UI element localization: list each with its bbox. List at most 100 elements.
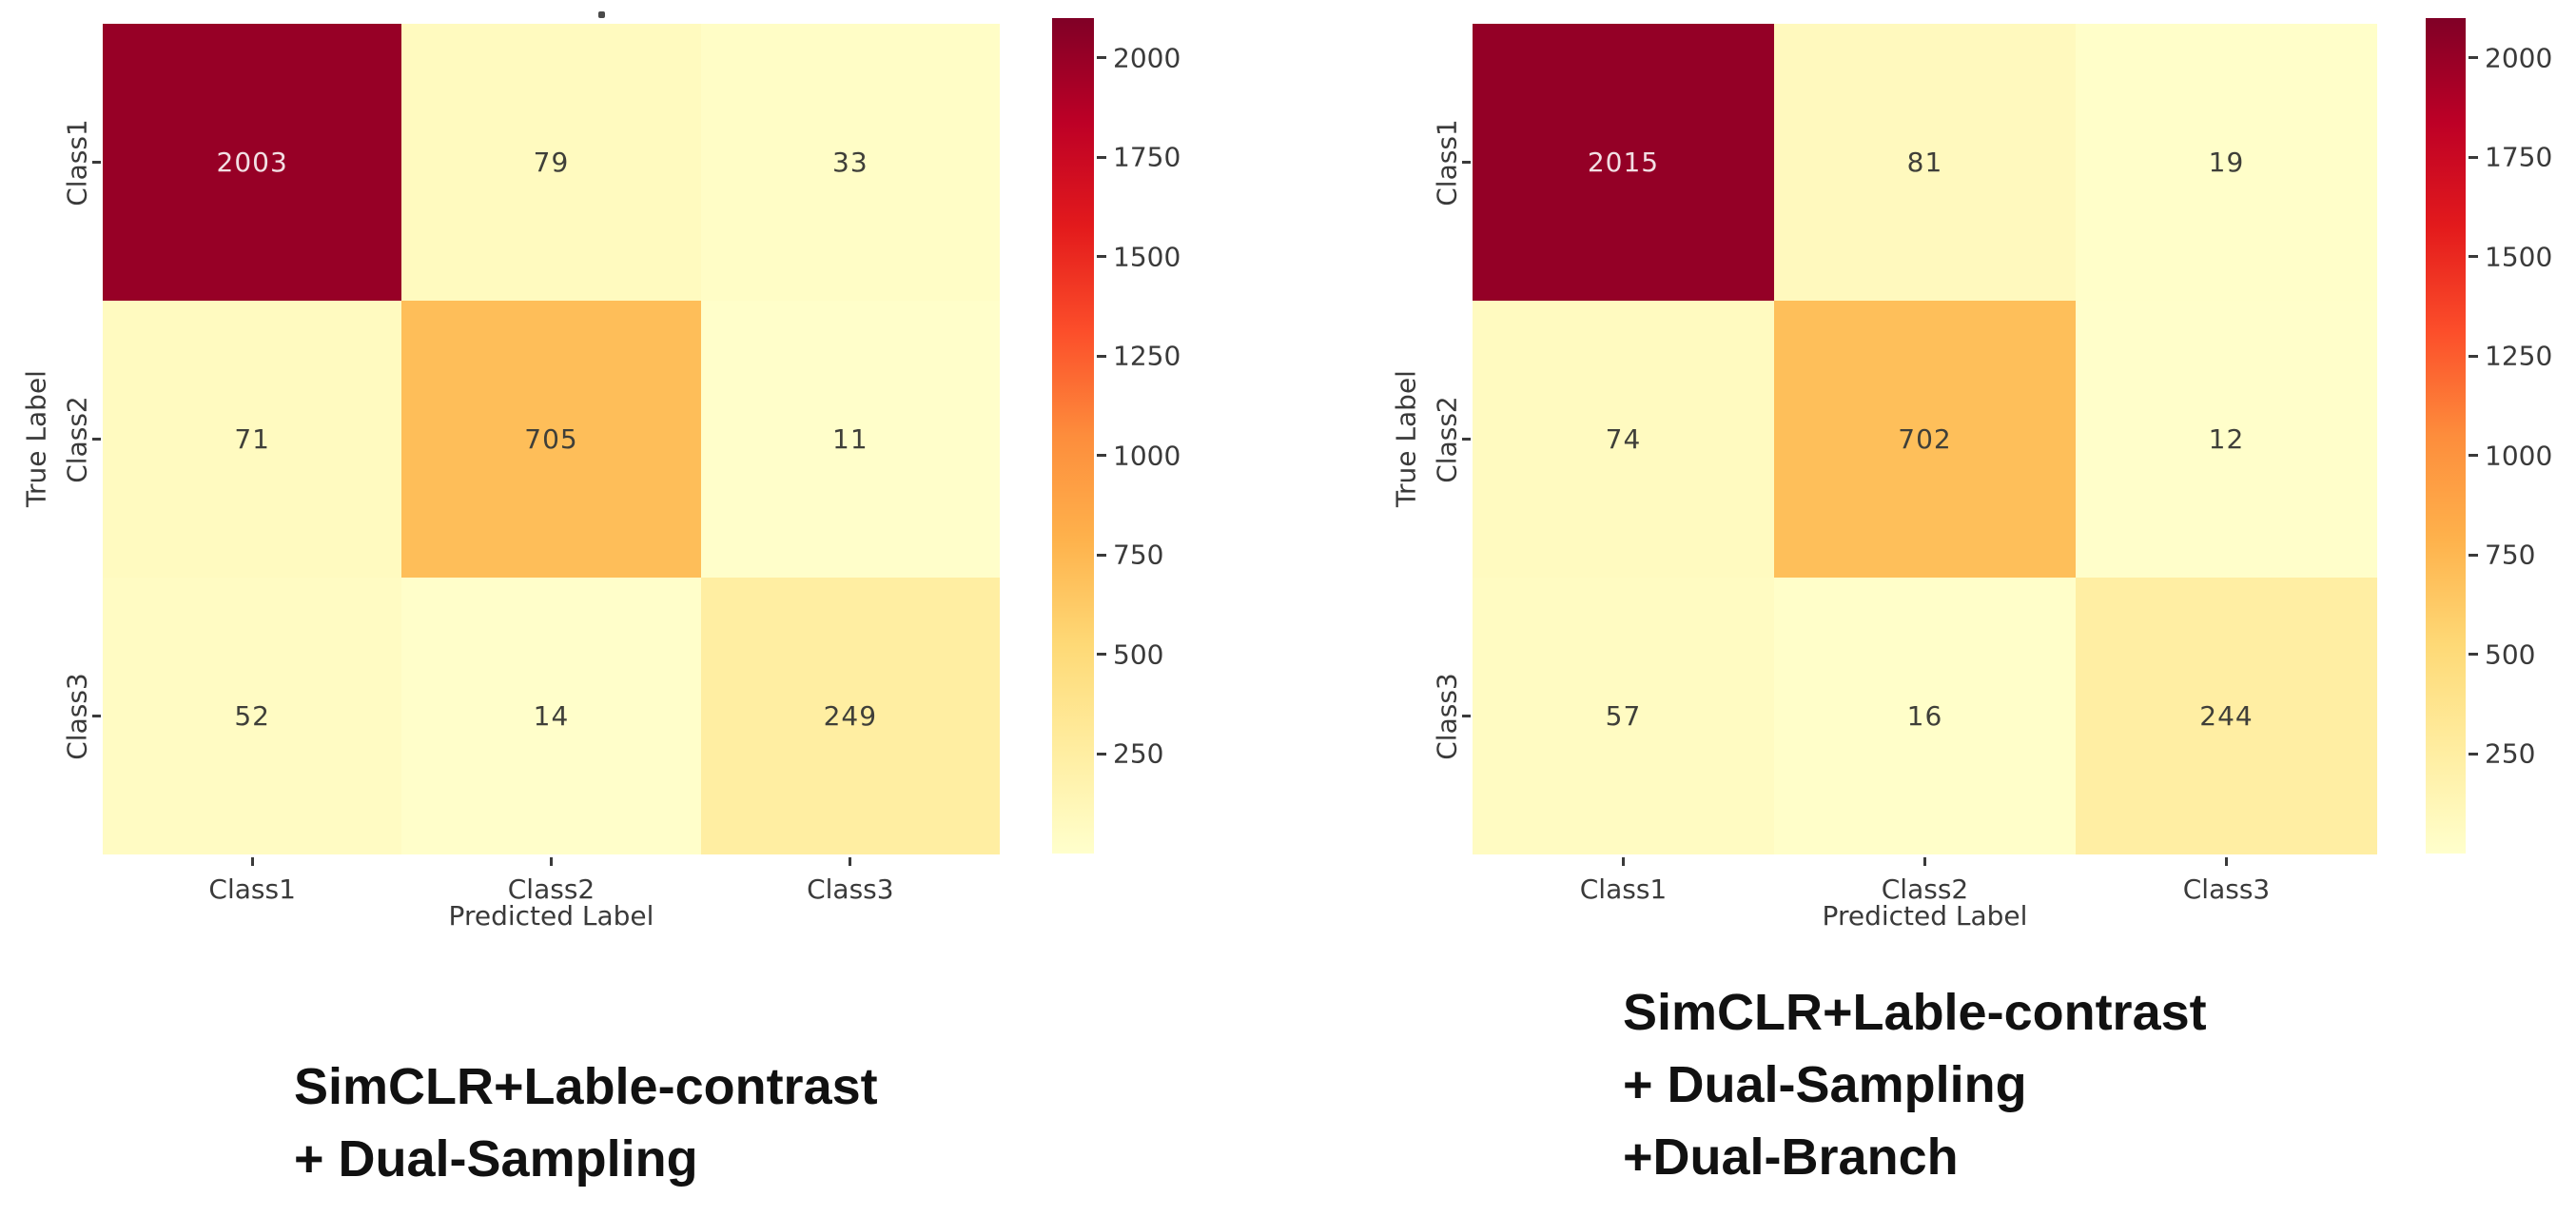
heatmap-cell: 11 bbox=[700, 301, 1000, 578]
colorbar-tick-mark bbox=[2469, 354, 2478, 358]
heatmap-cell: 702 bbox=[1774, 301, 2076, 578]
y-tick-label: Class2 bbox=[61, 395, 93, 483]
colorbar-tick-label: 1000 bbox=[2485, 440, 2553, 472]
x-tick-label: Class1 bbox=[1579, 873, 1668, 905]
right-caption: SimCLR+Lable-contrast + Dual-Sampling +D… bbox=[1623, 976, 2207, 1193]
x-tick-label: Class3 bbox=[2182, 873, 2271, 905]
colorbar-tick-mark bbox=[1097, 752, 1106, 756]
colorbar-tick-mark bbox=[1097, 454, 1106, 458]
cell-value: 81 bbox=[1906, 147, 1943, 178]
colorbar-tick-mark bbox=[1097, 354, 1106, 358]
colorbar-tick-label: 750 bbox=[2485, 539, 2536, 571]
heatmap-cell: 52 bbox=[103, 578, 402, 854]
caption-line: +Dual-Branch bbox=[1623, 1129, 1959, 1186]
heatmap-cell: 16 bbox=[1774, 578, 2076, 854]
cell-value: 33 bbox=[832, 147, 868, 178]
colorbar-tick-mark bbox=[1097, 155, 1106, 159]
stray-dot-artifact bbox=[598, 11, 605, 18]
colorbar-tick-label: 2000 bbox=[1113, 42, 1181, 74]
right-y-axis-title: True Label bbox=[1390, 370, 1422, 507]
heatmap-cell: 33 bbox=[700, 24, 1000, 301]
heatmap-cell: 14 bbox=[401, 578, 701, 854]
right-x-axis-title: Predicted Label bbox=[1822, 900, 2028, 932]
colorbar-tick-mark bbox=[2469, 155, 2478, 159]
y-tick-label: Class2 bbox=[1431, 395, 1463, 483]
cell-value: 79 bbox=[533, 147, 570, 178]
y-tick-label: Class3 bbox=[1431, 672, 1463, 760]
colorbar-tick-mark bbox=[2469, 56, 2478, 60]
heatmap-cell: 12 bbox=[2076, 301, 2377, 578]
cell-value: 702 bbox=[1898, 423, 1952, 455]
colorbar-tick-mark bbox=[1097, 56, 1106, 60]
colorbar-tick-label: 2000 bbox=[2485, 42, 2553, 74]
colorbar-tick-label: 1250 bbox=[2485, 340, 2553, 372]
caption-line: + Dual-Sampling bbox=[1623, 1056, 2027, 1113]
colorbar bbox=[2426, 18, 2466, 854]
cell-value: 19 bbox=[2208, 147, 2245, 178]
colorbar-tick-mark bbox=[1097, 255, 1106, 259]
heatmap-cell: 81 bbox=[1774, 24, 2076, 301]
left-caption: SimCLR+Lable-contrast + Dual-Sampling bbox=[294, 1050, 878, 1195]
heatmap-cell: 79 bbox=[401, 24, 701, 301]
colorbar-tick-mark bbox=[2469, 454, 2478, 458]
colorbar-tick-label: 1750 bbox=[2485, 141, 2553, 173]
x-tick-label: Class3 bbox=[807, 873, 894, 905]
heatmap-cell: 74 bbox=[1473, 301, 1774, 578]
left-y-axis-title: True Label bbox=[20, 370, 52, 507]
y-tick-label: Class1 bbox=[1431, 118, 1463, 206]
colorbar-tick-label: 750 bbox=[1113, 539, 1164, 571]
y-tick-mark bbox=[1462, 161, 1471, 164]
colorbar-tick-label: 1500 bbox=[2485, 241, 2553, 273]
heatmap-cell: 19 bbox=[2076, 24, 2377, 301]
caption-line: SimCLR+Lable-contrast bbox=[294, 1058, 878, 1115]
heatmap-cell: 2003 bbox=[103, 24, 402, 301]
heatmap-grid: 2015 81 19 74 702 12 57 16 244 bbox=[1473, 24, 2377, 854]
x-tick-mark bbox=[1923, 857, 1926, 866]
cell-value: 244 bbox=[2199, 700, 2254, 732]
x-tick-label: Class2 bbox=[1881, 873, 1969, 905]
colorbar-tick-label: 1000 bbox=[1113, 440, 1181, 472]
heatmap-cell: 57 bbox=[1473, 578, 1774, 854]
y-tick-label: Class3 bbox=[61, 672, 93, 760]
heatmap-cell: 705 bbox=[401, 301, 701, 578]
caption-line: SimCLR+Lable-contrast bbox=[1623, 984, 2207, 1041]
cell-value: 249 bbox=[823, 700, 878, 732]
heatmap-cell: 2015 bbox=[1473, 24, 1774, 301]
cell-value: 705 bbox=[524, 423, 578, 455]
cell-value: 16 bbox=[1906, 700, 1943, 732]
colorbar-tick-label: 1500 bbox=[1113, 241, 1181, 273]
x-tick-mark bbox=[2225, 857, 2228, 866]
colorbar-tick-label: 250 bbox=[1113, 737, 1164, 770]
caption-line: + Dual-Sampling bbox=[294, 1130, 698, 1188]
cell-value: 71 bbox=[234, 423, 270, 455]
cell-value: 52 bbox=[234, 700, 270, 732]
colorbar-tick-mark bbox=[1097, 653, 1106, 657]
heatmap-cell: 244 bbox=[2076, 578, 2377, 854]
y-tick-mark bbox=[1462, 715, 1471, 717]
cell-value: 14 bbox=[533, 700, 570, 732]
heatmap-cell: 249 bbox=[700, 578, 1000, 854]
y-tick-mark bbox=[92, 161, 101, 164]
colorbar-tick-mark bbox=[2469, 653, 2478, 657]
heatmap-grid: 2003 79 33 71 705 11 52 14 249 bbox=[103, 24, 1000, 854]
y-tick-mark bbox=[1462, 438, 1471, 441]
cell-value: 2015 bbox=[1587, 147, 1660, 178]
cell-value: 12 bbox=[2208, 423, 2245, 455]
cell-value: 11 bbox=[832, 423, 868, 455]
y-tick-label: Class1 bbox=[61, 118, 93, 206]
y-tick-mark bbox=[92, 715, 101, 717]
x-tick-label: Class2 bbox=[507, 873, 595, 905]
colorbar-tick-label: 500 bbox=[2485, 638, 2536, 671]
y-tick-mark bbox=[92, 438, 101, 441]
colorbar-tick-label: 250 bbox=[2485, 737, 2536, 770]
colorbar-tick-mark bbox=[2469, 255, 2478, 259]
colorbar-tick-label: 500 bbox=[1113, 638, 1164, 671]
x-tick-mark bbox=[849, 857, 852, 866]
x-tick-mark bbox=[250, 857, 254, 866]
colorbar bbox=[1052, 18, 1094, 854]
cell-value: 2003 bbox=[216, 147, 288, 178]
left-x-axis-title: Predicted Label bbox=[448, 900, 654, 932]
colorbar-tick-mark bbox=[2469, 553, 2478, 557]
x-tick-label: Class1 bbox=[208, 873, 296, 905]
